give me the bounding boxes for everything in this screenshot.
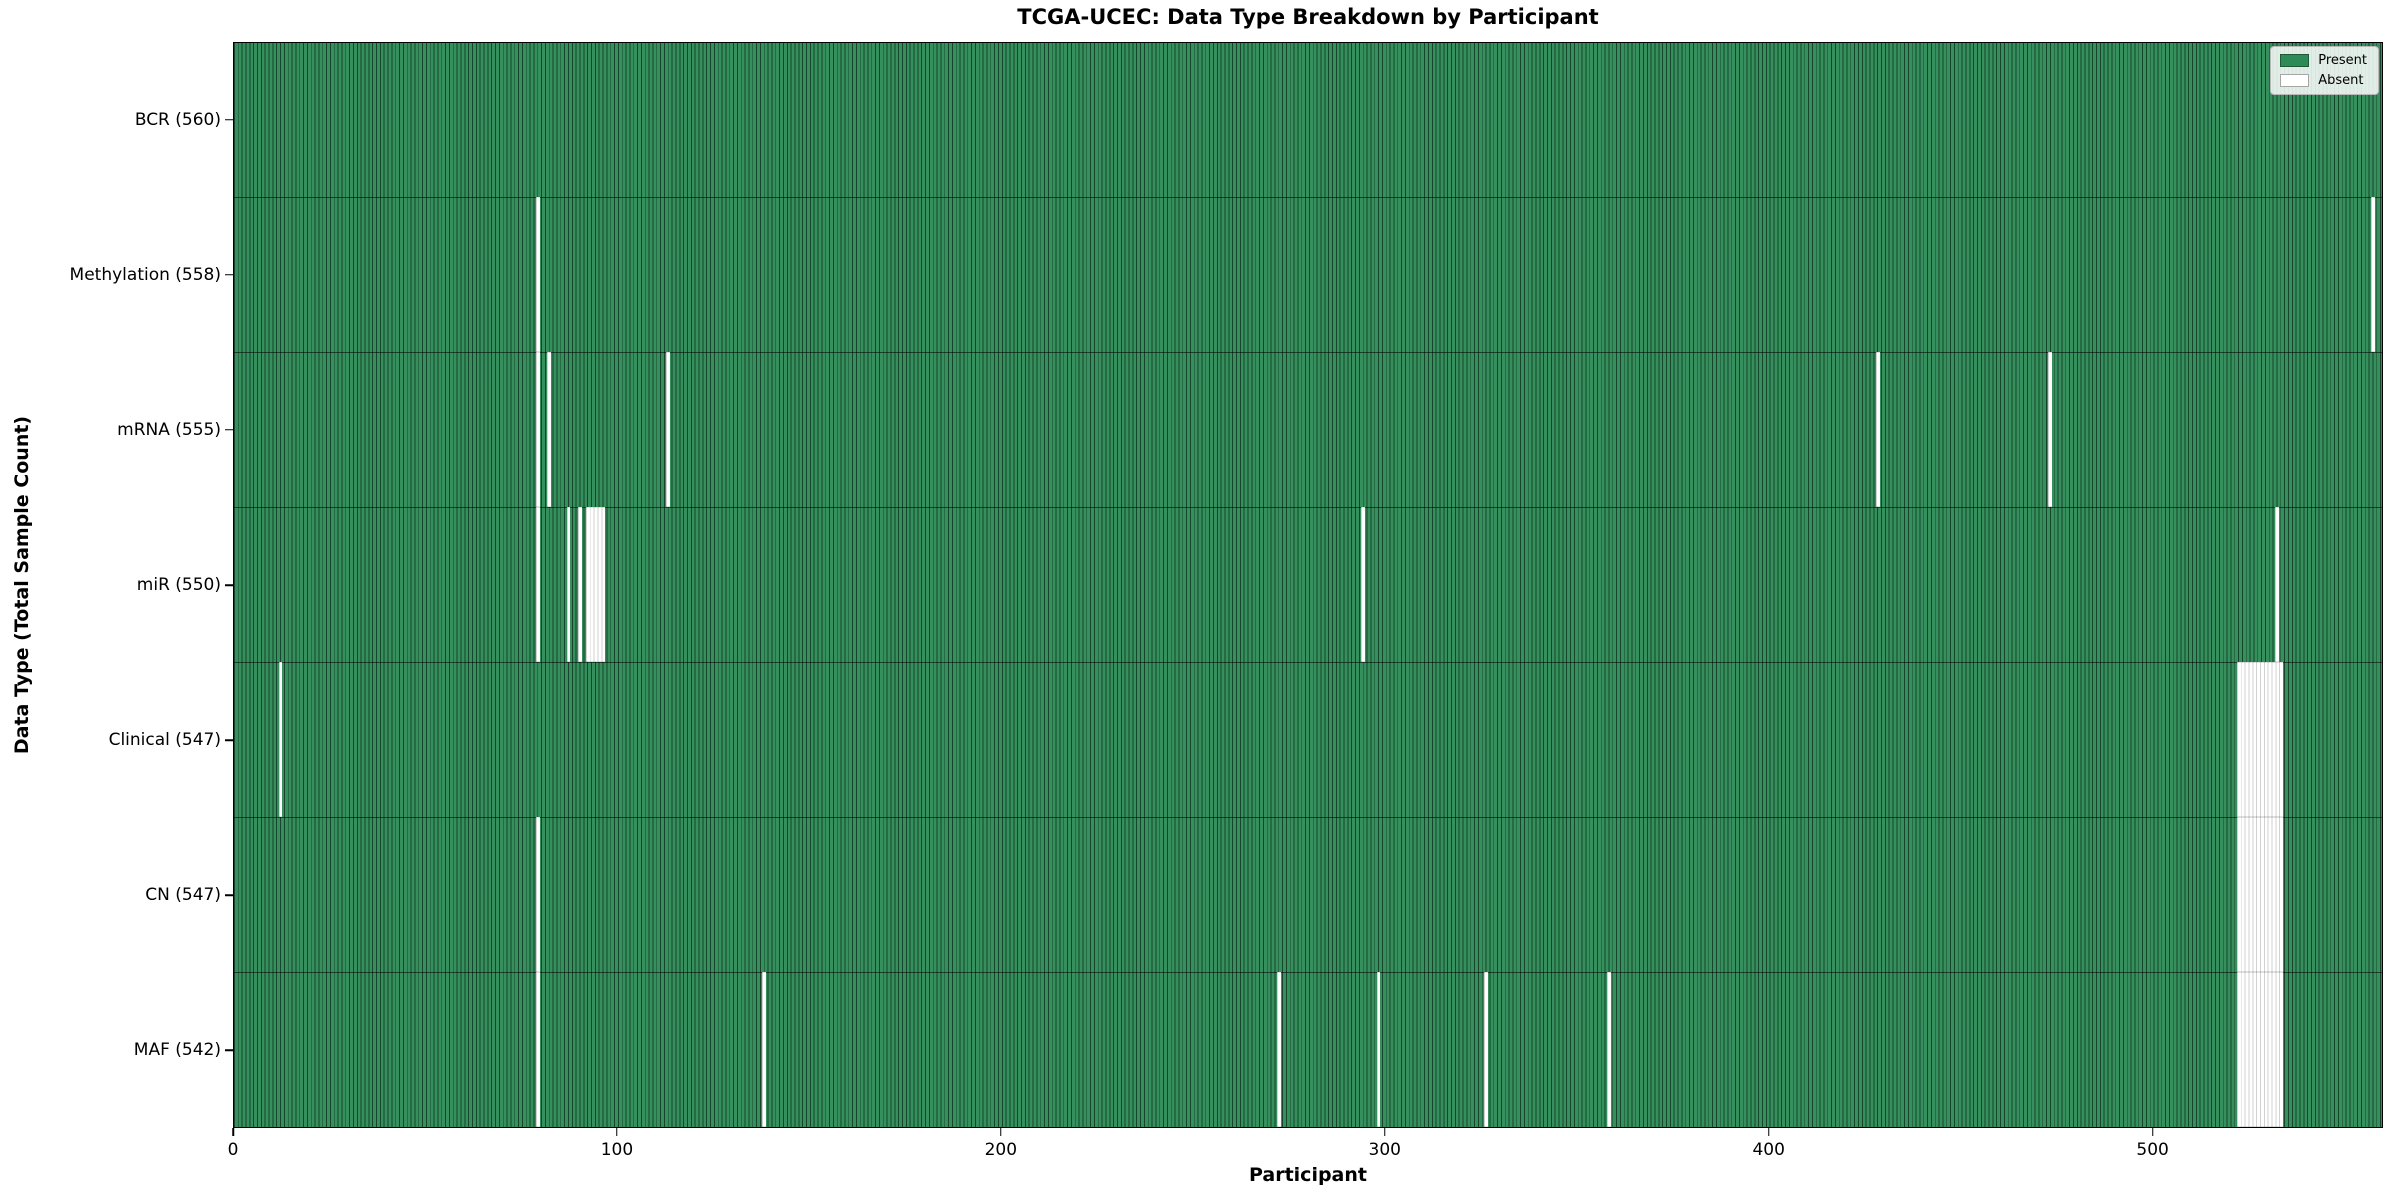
row-boundary-line (234, 662, 2382, 664)
absent-marker-MAF (535, 972, 540, 1128)
absent-marker-miR (585, 506, 605, 663)
absent-marker-miR (566, 506, 571, 663)
absent-marker-mRNA (535, 351, 540, 507)
x-tick-mark (2151, 1128, 2154, 1136)
x-tick-mark (1767, 1128, 1770, 1136)
absent-marker-miR (2275, 506, 2279, 663)
y-tick-label: miR (550) (136, 575, 221, 595)
legend-label: Absent (2318, 73, 2364, 88)
row-boundary-line (234, 506, 2382, 508)
absent-marker-mRNA (547, 351, 552, 507)
y-tick-label: MAF (542) (133, 1040, 221, 1061)
y-tick-mark (225, 739, 233, 741)
absent-marker-MAF (2236, 972, 2283, 1128)
absent-marker-Clinical (2236, 662, 2283, 818)
row-boundary-line (234, 196, 2382, 198)
y-tick-label: BCR (560) (134, 109, 221, 130)
x-tick-label: 200 (984, 1140, 1018, 1160)
x-tick-label: 400 (1752, 1140, 1785, 1160)
absent-marker-Methylation (2370, 196, 2375, 352)
absent-marker-mRNA (2048, 351, 2053, 507)
x-tick-label: 300 (1368, 1140, 1402, 1160)
x-tick-label: 0 (227, 1140, 239, 1160)
y-axis-label: Data Type (Total Sample Count) (11, 415, 33, 755)
y-tick-label: Methylation (558) (69, 264, 221, 285)
absent-marker-Clinical (278, 662, 283, 818)
absent-marker-miR (1361, 506, 1366, 663)
legend: Present Absent (2270, 46, 2379, 95)
x-tick-mark (1000, 1128, 1002, 1136)
absent-marker-CN (535, 817, 540, 973)
row-boundary-line (234, 972, 2382, 974)
x-tick-label: 500 (2136, 1140, 2169, 1160)
y-tick-mark (225, 894, 233, 897)
y-tick-label: CN (547) (145, 885, 221, 906)
x-axis-label: Participant (1248, 1164, 1367, 1186)
absent-marker-MAF (1606, 972, 1611, 1128)
y-tick-mark (225, 1049, 233, 1052)
y-tick-label: mRNA (555) (117, 419, 221, 440)
absent-marker-MAF (762, 972, 767, 1128)
y-tick-mark (225, 429, 233, 431)
legend-entry-present: Present (2280, 54, 2367, 67)
y-tick-mark (225, 273, 233, 276)
y-tick-mark (225, 584, 233, 586)
x-tick-mark (616, 1128, 618, 1136)
absent-marker-Methylation (535, 196, 540, 352)
row-boundary-line (234, 351, 2382, 353)
x-tick-mark (1384, 1128, 1386, 1136)
present-swatch-icon (2280, 54, 2310, 67)
absent-marker-miR (578, 506, 582, 663)
absent-marker-MAF (1484, 972, 1488, 1128)
x-tick-label: 100 (600, 1140, 634, 1160)
heatmap-plot-area (233, 42, 2383, 1128)
y-tick-mark (225, 118, 233, 121)
chart-title: TCGA-UCEC: Data Type Breakdown by Partic… (1017, 5, 1599, 29)
absent-marker-CN (2236, 817, 2283, 973)
legend-label: Present (2318, 53, 2367, 68)
absent-marker-MAF (1276, 972, 1281, 1128)
absent-marker-miR (535, 506, 540, 663)
absent-marker-mRNA (666, 351, 671, 507)
y-tick-label: Clinical (547) (108, 730, 221, 751)
absent-marker-mRNA (1875, 351, 1880, 507)
legend-entry-absent: Absent (2280, 74, 2367, 87)
row-boundary-line (234, 817, 2382, 819)
absent-swatch-icon (2280, 74, 2310, 87)
x-tick-mark (232, 1128, 234, 1136)
absent-marker-MAF (1376, 972, 1381, 1128)
